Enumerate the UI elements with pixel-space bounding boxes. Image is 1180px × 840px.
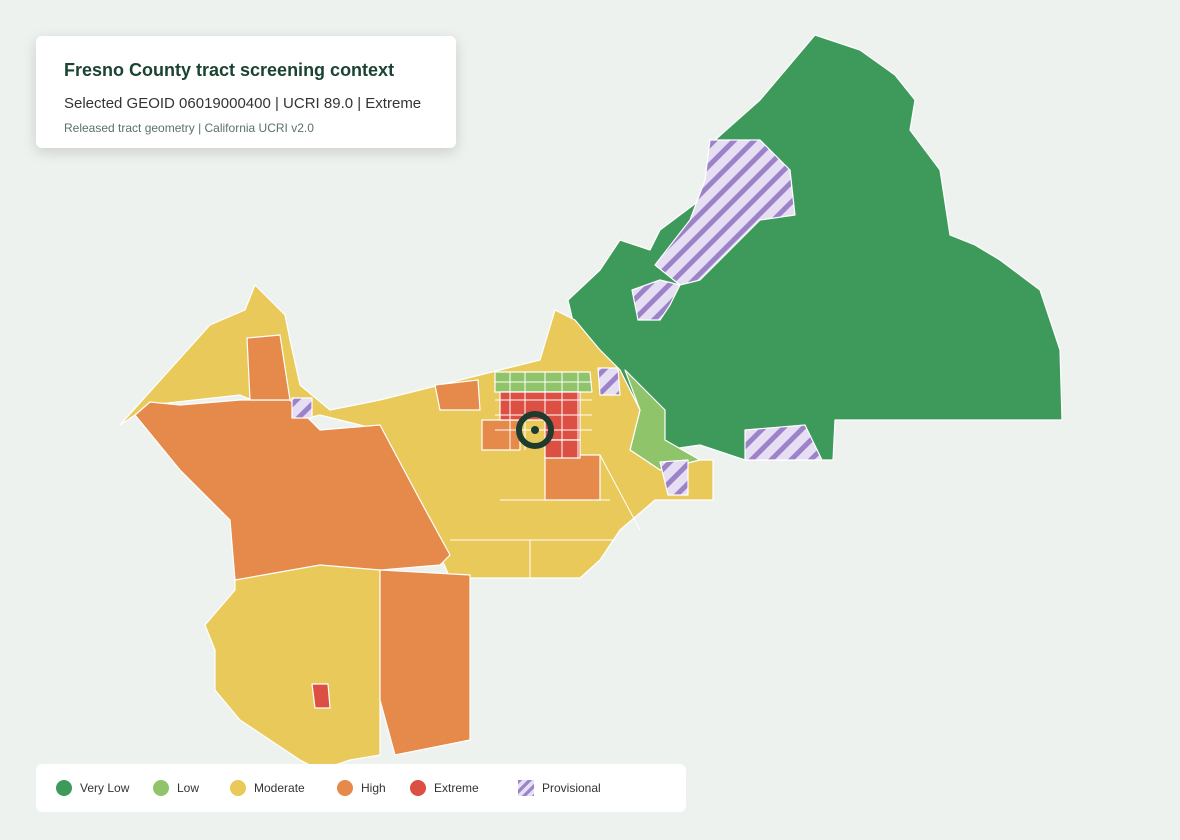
legend-item: Moderate bbox=[230, 780, 305, 796]
tract-high bbox=[134, 399, 451, 581]
legend-item: Extreme bbox=[410, 780, 479, 796]
tract-high bbox=[434, 379, 481, 411]
legend-label: Low bbox=[177, 781, 200, 795]
tracts bbox=[119, 34, 1063, 771]
legend-swatch bbox=[337, 780, 353, 796]
source-note: Released tract geometry | California UCR… bbox=[64, 121, 314, 135]
tract-provisional bbox=[597, 367, 621, 396]
info-card: Fresno County tract screening context Se… bbox=[36, 36, 456, 148]
urban-tract-lines bbox=[450, 372, 641, 578]
card-title: Fresno County tract screening context bbox=[64, 60, 395, 80]
tract-provisional bbox=[654, 139, 796, 286]
legend-swatch bbox=[153, 780, 169, 796]
tract-high bbox=[544, 454, 601, 501]
legend-item: Very Low bbox=[56, 780, 129, 796]
tract-provisional bbox=[744, 424, 823, 461]
legend-swatch bbox=[230, 780, 246, 796]
tract-high bbox=[246, 334, 291, 401]
marker-dot bbox=[531, 426, 539, 434]
legend-label: Provisional bbox=[542, 781, 601, 795]
tract-extreme bbox=[311, 683, 331, 709]
legend-label: Very Low bbox=[80, 781, 130, 795]
legend-label: Moderate bbox=[254, 781, 305, 795]
tract-very-low bbox=[567, 34, 1063, 461]
tract-moderate bbox=[204, 559, 381, 771]
selection-summary: Selected GEOID 06019000400 | UCRI 89.0 |… bbox=[64, 95, 422, 112]
tract-high bbox=[481, 419, 521, 451]
legend-swatch bbox=[410, 780, 426, 796]
tract-provisional bbox=[631, 279, 681, 321]
legend-label: High bbox=[361, 781, 386, 795]
legend: Very Low Low Moderate High Extreme Provisiona… bbox=[36, 764, 686, 812]
tract-provisional bbox=[291, 397, 313, 419]
legend-item: Low bbox=[153, 780, 199, 796]
selected-tract-marker bbox=[516, 411, 554, 449]
marker-ring bbox=[516, 411, 554, 449]
legend-swatch bbox=[518, 780, 534, 796]
tract-provisional bbox=[659, 459, 689, 496]
legend-label: Extreme bbox=[434, 781, 479, 795]
legend-item: Provisional bbox=[518, 780, 601, 796]
tract-high bbox=[379, 569, 471, 756]
legend-item: High bbox=[337, 780, 386, 796]
legend-swatch bbox=[56, 780, 72, 796]
